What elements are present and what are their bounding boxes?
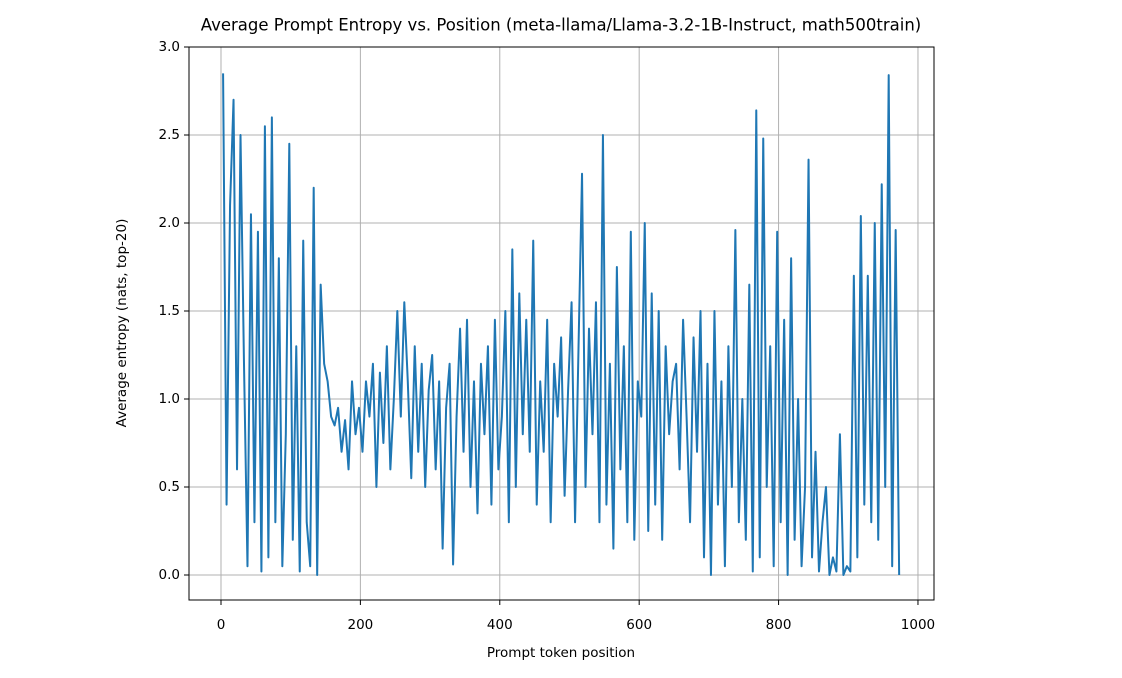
y-tick-label: 0.0 — [159, 567, 180, 583]
y-tick-label: 0.5 — [159, 479, 180, 495]
y-tick-label: 2.0 — [159, 215, 180, 231]
x-tick-label: 1000 — [901, 617, 935, 633]
plot-frame — [188, 46, 935, 601]
x-tick-label: 800 — [766, 617, 792, 633]
y-tick-label: 1.0 — [159, 391, 180, 407]
x-tick-label: 400 — [487, 617, 513, 633]
x-tick-label: 600 — [626, 617, 652, 633]
y-tick-label: 2.5 — [159, 127, 180, 143]
y-tick-label: 3.0 — [159, 39, 180, 55]
chart-title: Average Prompt Entropy vs. Position (met… — [201, 16, 921, 35]
data-line — [222, 73, 901, 577]
x-tick-label: 0 — [217, 617, 226, 633]
y-axis-label: Average entropy (nats, top-20) — [114, 219, 130, 428]
y-tick-label: 1.5 — [159, 303, 180, 319]
x-axis-label: Prompt token position — [487, 645, 635, 661]
x-tick-label: 200 — [347, 617, 373, 633]
